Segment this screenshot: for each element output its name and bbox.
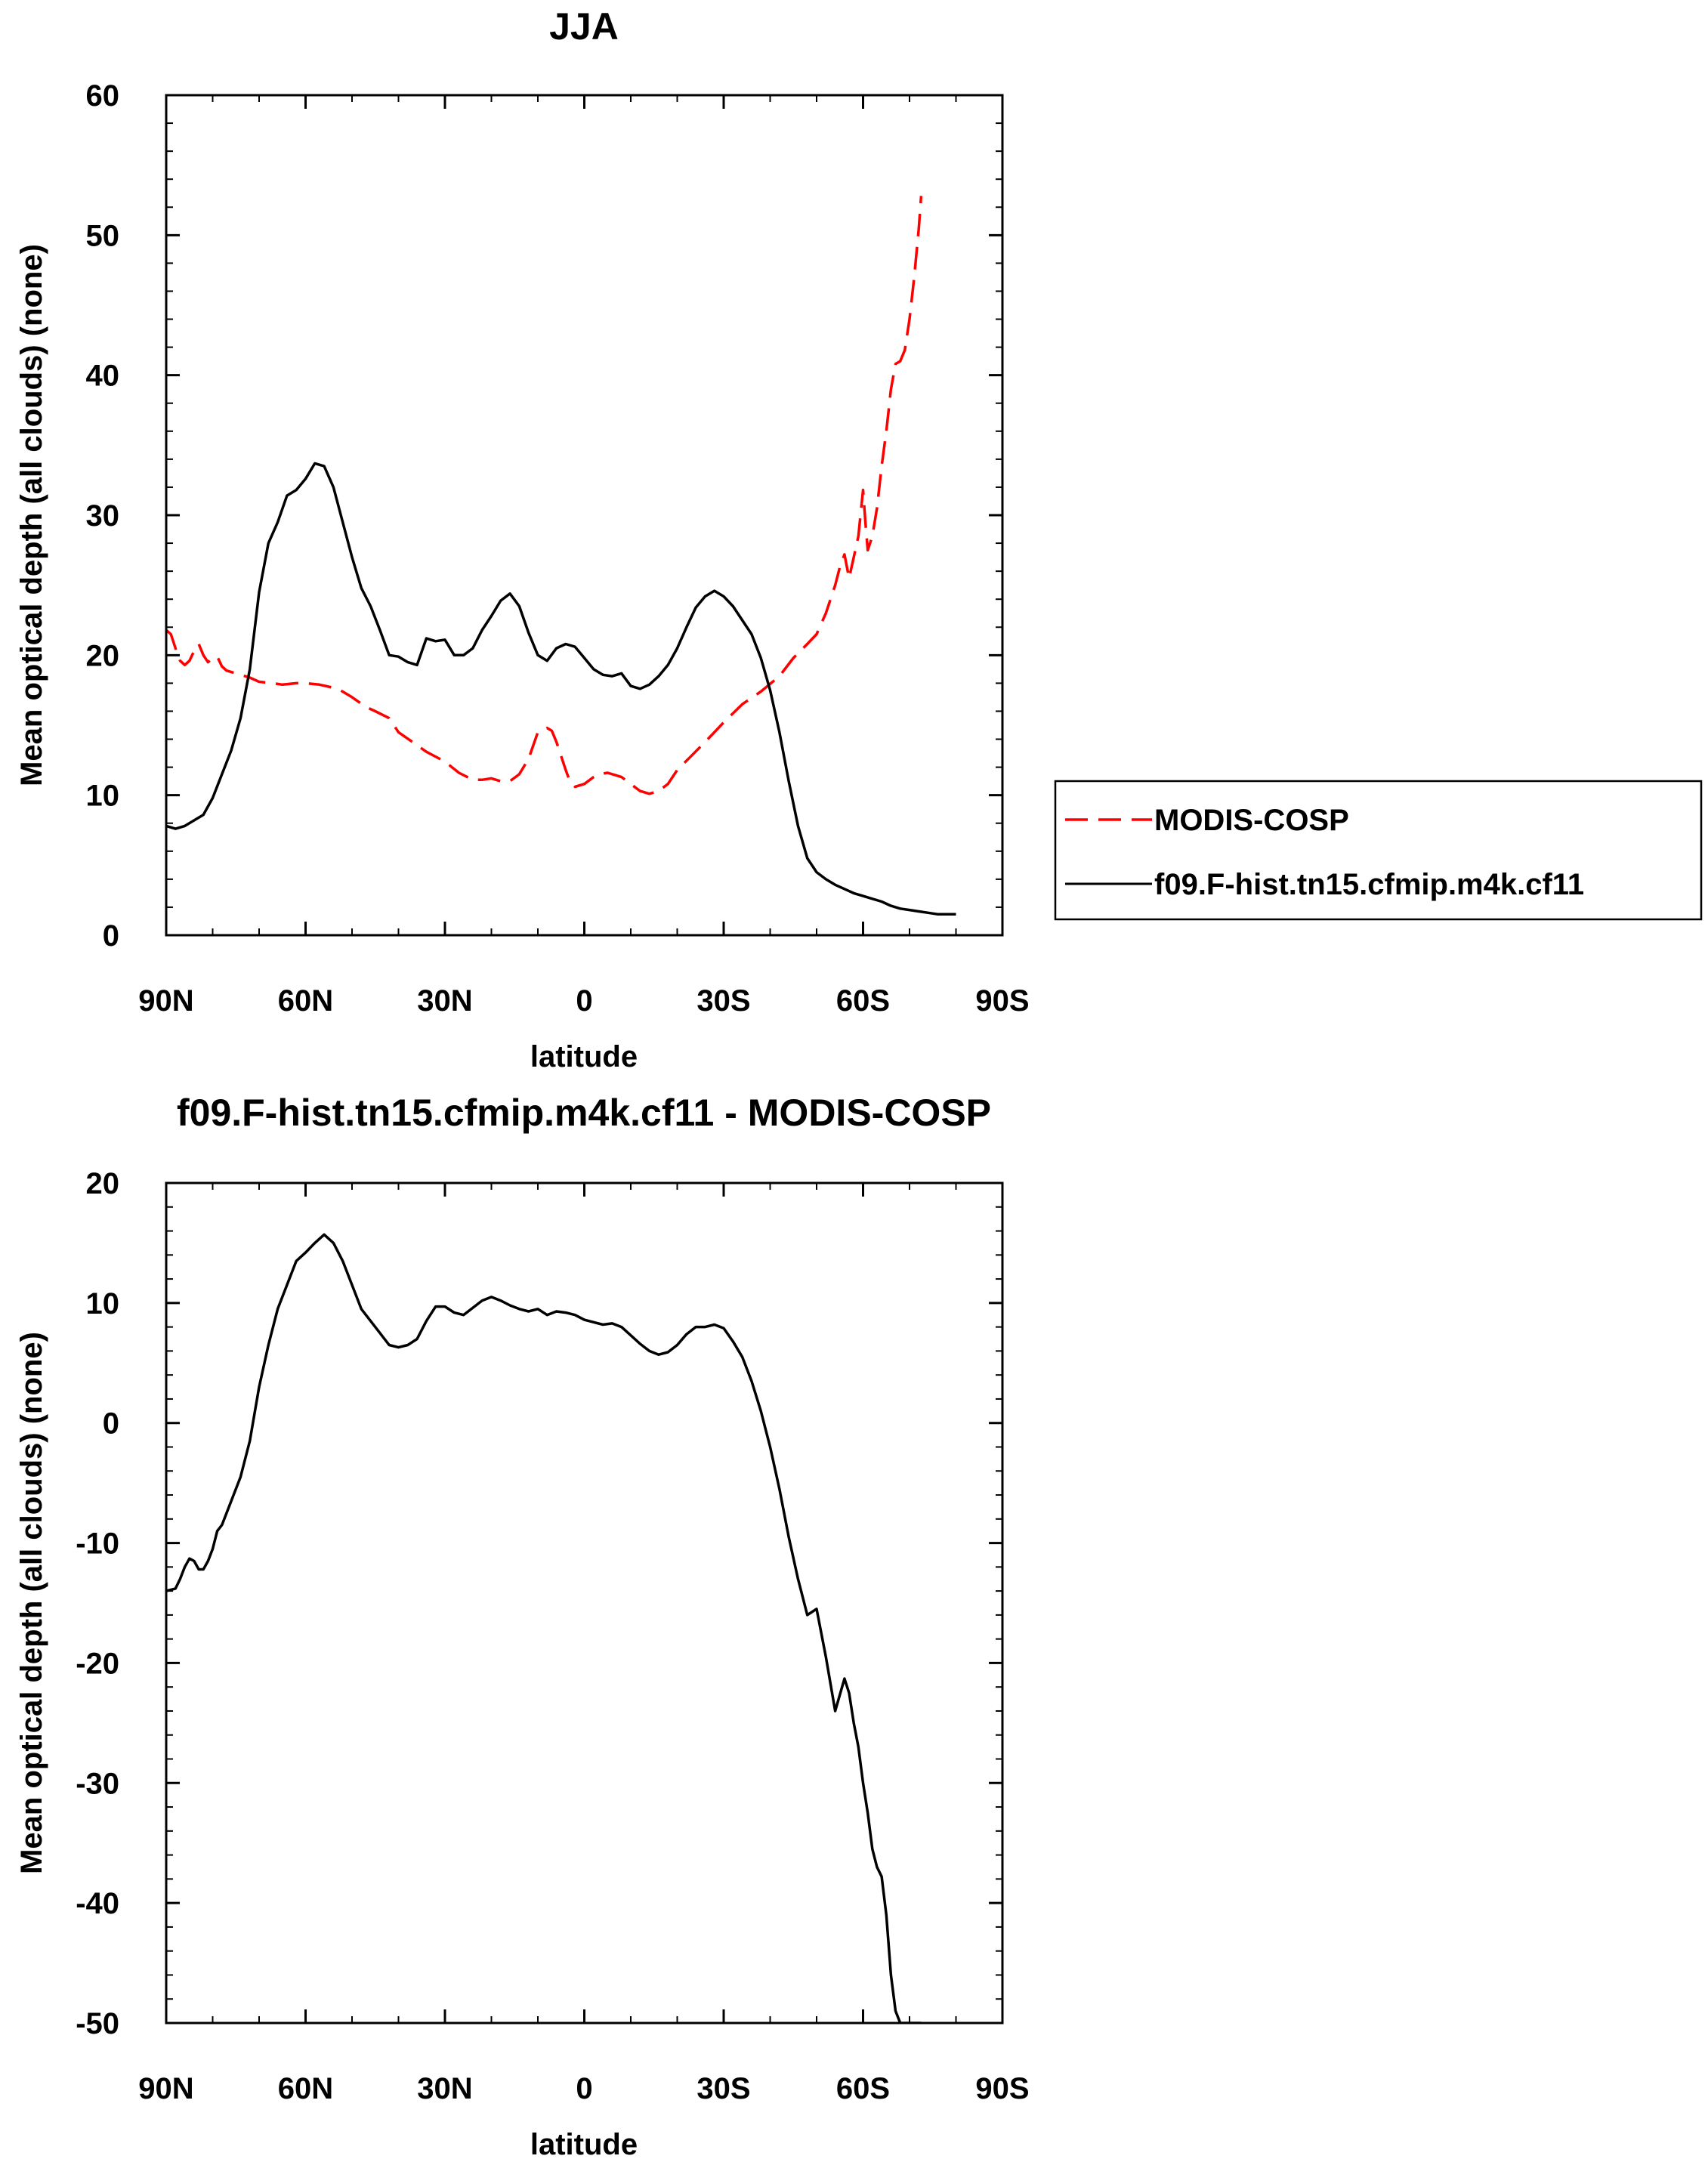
top-panel: JJA 90N 60N 30N 0 30S 60S 90S 0 10 20 30… xyxy=(15,5,1030,1073)
bottom-xtick-90s: 90S xyxy=(975,2072,1029,2105)
top-ytick-50: 50 xyxy=(86,219,120,252)
difference-line xyxy=(166,1233,922,2023)
legend-model-label: f09.F-hist.tn15.cfmip.m4k.cf11 xyxy=(1154,868,1584,901)
top-ytick-60: 60 xyxy=(86,79,120,113)
bottom-minor-ticks xyxy=(166,1183,1002,2023)
bottom-ytick-neg10: -10 xyxy=(76,1527,119,1561)
legend-modis-label: MODIS-COSP xyxy=(1154,804,1349,837)
bottom-major-ticks xyxy=(165,1181,1004,2025)
top-series-group xyxy=(166,196,956,916)
bottom-xtick-30s: 30S xyxy=(696,2072,750,2105)
bottom-panel: f09.F-hist.tn15.cfmip.m4k.cf11 - MODIS-C… xyxy=(15,1092,1030,2161)
bottom-plot-frame xyxy=(165,1181,1004,2025)
top-chart-title: JJA xyxy=(549,5,619,48)
model-line xyxy=(166,462,956,916)
bottom-x-axis-label: latitude xyxy=(530,2128,638,2161)
top-ytick-40: 40 xyxy=(86,360,120,393)
bottom-xtick-0: 0 xyxy=(576,2072,592,2105)
bottom-chart-title: f09.F-hist.tn15.cfmip.m4k.cf11 - MODIS-C… xyxy=(177,1092,991,1134)
bottom-y-axis-label: Mean optical depth (all clouds) (none) xyxy=(15,1332,48,1874)
legend: MODIS-COSP f09.F-hist.tn15.cfmip.m4k.cf1… xyxy=(1054,780,1703,921)
top-xtick-90n: 90N xyxy=(138,984,193,1018)
bottom-ytick-neg50: -50 xyxy=(76,2007,119,2040)
bottom-series-group xyxy=(166,1233,922,2023)
top-x-tick-labels: 90N 60N 30N 0 30S 60S 90S xyxy=(138,984,1029,1018)
bottom-ytick-0: 0 xyxy=(103,1407,119,1441)
bottom-xtick-90n: 90N xyxy=(138,2072,193,2105)
bottom-ytick-10: 10 xyxy=(86,1287,120,1320)
top-xtick-60n: 60N xyxy=(278,984,333,1018)
top-x-axis-label: latitude xyxy=(530,1040,638,1073)
top-ytick-0: 0 xyxy=(103,919,119,953)
top-y-axis-label: Mean optical depth (all clouds) (none) xyxy=(15,244,48,786)
top-ytick-20: 20 xyxy=(86,639,120,672)
bottom-x-tick-labels: 90N 60N 30N 0 30S 60S 90S xyxy=(138,2072,1029,2105)
bottom-xtick-60n: 60N xyxy=(278,2072,333,2105)
top-plot-frame xyxy=(165,94,1004,937)
bottom-xtick-60s: 60S xyxy=(836,2072,890,2105)
top-y-tick-labels: 0 10 20 30 40 50 60 xyxy=(86,79,120,953)
bottom-ytick-neg20: -20 xyxy=(76,1647,119,1680)
bottom-ytick-20: 20 xyxy=(86,1167,120,1200)
top-xtick-0: 0 xyxy=(576,984,592,1018)
modis-cosp-line xyxy=(166,196,923,795)
bottom-y-tick-labels: -50 -40 -30 -20 -10 0 10 20 xyxy=(76,1167,119,2040)
top-ytick-30: 30 xyxy=(86,499,120,533)
bottom-ytick-neg40: -40 xyxy=(76,1887,119,1920)
top-xtick-60s: 60S xyxy=(836,984,890,1018)
bottom-xtick-30n: 30N xyxy=(417,2072,472,2105)
legend-box xyxy=(1054,780,1703,921)
top-xtick-30s: 30S xyxy=(696,984,750,1018)
top-ytick-10: 10 xyxy=(86,780,120,813)
top-xtick-90s: 90S xyxy=(975,984,1029,1018)
top-xtick-30n: 30N xyxy=(417,984,472,1018)
bottom-ytick-neg30: -30 xyxy=(76,1767,119,1800)
